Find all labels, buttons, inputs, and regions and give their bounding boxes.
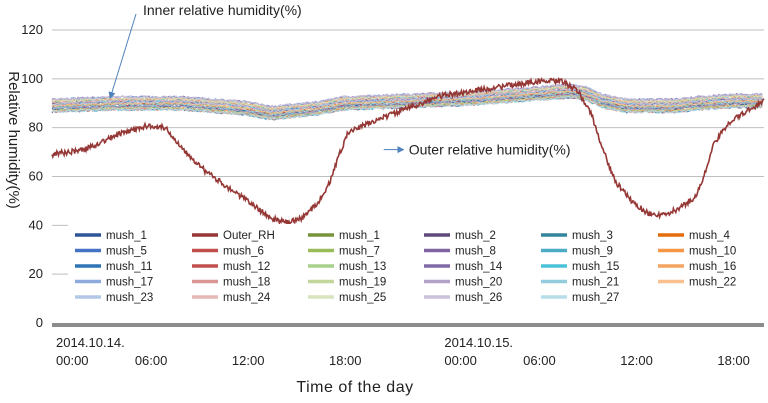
legend-label-4: mush_3 xyxy=(572,230,613,242)
legend-label-23: mush_22 xyxy=(689,277,736,289)
outer-series-group xyxy=(51,76,765,228)
legend-label-18: mush_17 xyxy=(106,277,153,289)
inner-line-mush_14-14 xyxy=(51,88,763,113)
legend-label-3: mush_2 xyxy=(455,230,496,242)
legend-label-9: mush_8 xyxy=(455,246,496,258)
y-axis-ticks: 0 20 40 60 80 100 120 xyxy=(21,22,43,330)
x-tick-time-18: 18:00 xyxy=(329,353,362,368)
legend-label-17: mush_16 xyxy=(689,261,736,273)
x-tick-time-0: 00:00 xyxy=(56,353,89,368)
legend-label-10: mush_9 xyxy=(572,246,613,258)
y-tick-label-120: 120 xyxy=(21,22,43,37)
x-tick-time-24: 00:00 xyxy=(444,353,477,368)
y-tick-label-80: 80 xyxy=(29,120,43,135)
legend-label-11: mush_10 xyxy=(689,246,736,258)
y-axis-label: Relative humidity(%) xyxy=(5,71,22,209)
outer-rh-line xyxy=(51,76,765,228)
legend-label-8: mush_7 xyxy=(339,246,380,258)
legend-label-21: mush_20 xyxy=(455,277,502,289)
legend-label-24: mush_23 xyxy=(106,292,153,304)
legend-label-22: mush_21 xyxy=(572,277,619,289)
x-tick-time-36: 12:00 xyxy=(620,353,653,368)
y-tick-label-20: 20 xyxy=(29,266,43,281)
legend-label-16: mush_15 xyxy=(572,261,619,273)
legend: mush_1 Outer_RH mush_1 mush_2 mush_3 mush_4mu… xyxy=(68,224,764,312)
inner-series-group xyxy=(51,83,763,121)
y-tick-label-100: 100 xyxy=(21,71,43,86)
x-axis-ticks: 2014.10.14. 00:00 06:00 12:00 18:00 2014.10.1… xyxy=(56,335,750,368)
inner-line-mush_27-27 xyxy=(51,95,763,120)
inner-line-mush_23-23 xyxy=(51,87,763,114)
legend-label-12: mush_11 xyxy=(106,261,152,273)
legend-label-1: Outer_RH xyxy=(223,230,275,242)
x-tick-time-12: 12:00 xyxy=(232,353,265,368)
legend-label-15: mush_14 xyxy=(455,261,503,273)
legend-label-27: mush_26 xyxy=(455,292,502,304)
legend-label-25: mush_24 xyxy=(223,292,271,304)
x-tick-date-0: 2014.10.14. xyxy=(56,335,125,350)
legend-label-28: mush_27 xyxy=(572,292,619,304)
x-axis-line xyxy=(52,323,764,327)
annotations: Inner relative humidity(%) Outer relative… xyxy=(108,2,571,158)
legend-label-2: mush_1 xyxy=(339,230,380,242)
inner-line-mush_24-24 xyxy=(51,86,763,112)
inner-line-mush_22-22 xyxy=(51,89,763,115)
x-tick-time-42: 18:00 xyxy=(717,353,750,368)
annotation-inner-label: Inner relative humidity(%) xyxy=(143,2,302,18)
x-axis xyxy=(52,323,764,327)
x-tick-time-30: 06:00 xyxy=(523,353,556,368)
legend-label-13: mush_12 xyxy=(223,261,270,273)
legend-label-0: mush_1 xyxy=(106,230,147,242)
annotation-outer-label: Outer relative humidity(%) xyxy=(409,142,571,158)
x-tick-time-6: 06:00 xyxy=(135,353,168,368)
legend-label-7: mush_6 xyxy=(223,246,264,258)
legend-label-19: mush_18 xyxy=(223,277,270,289)
legend-label-26: mush_25 xyxy=(339,292,386,304)
legend-label-6: mush_5 xyxy=(106,246,147,258)
y-tick-label-40: 40 xyxy=(29,217,43,232)
legend-label-20: mush_19 xyxy=(339,277,386,289)
inner-line-mush_25-25 xyxy=(51,84,763,110)
inner-line-mush_26-26 xyxy=(51,83,763,109)
x-axis-label: Time of the day xyxy=(296,379,413,396)
legend-label-5: mush_4 xyxy=(689,230,731,242)
annotation-inner-arrow xyxy=(108,13,137,100)
y-tick-label-0: 0 xyxy=(36,315,43,330)
legend-label-14: mush_13 xyxy=(339,261,386,273)
inner-line-mush_19-19 xyxy=(51,94,763,119)
y-tick-label-60: 60 xyxy=(29,169,43,184)
x-tick-date-24: 2014.10.15. xyxy=(444,335,513,350)
legend-background xyxy=(68,224,764,312)
